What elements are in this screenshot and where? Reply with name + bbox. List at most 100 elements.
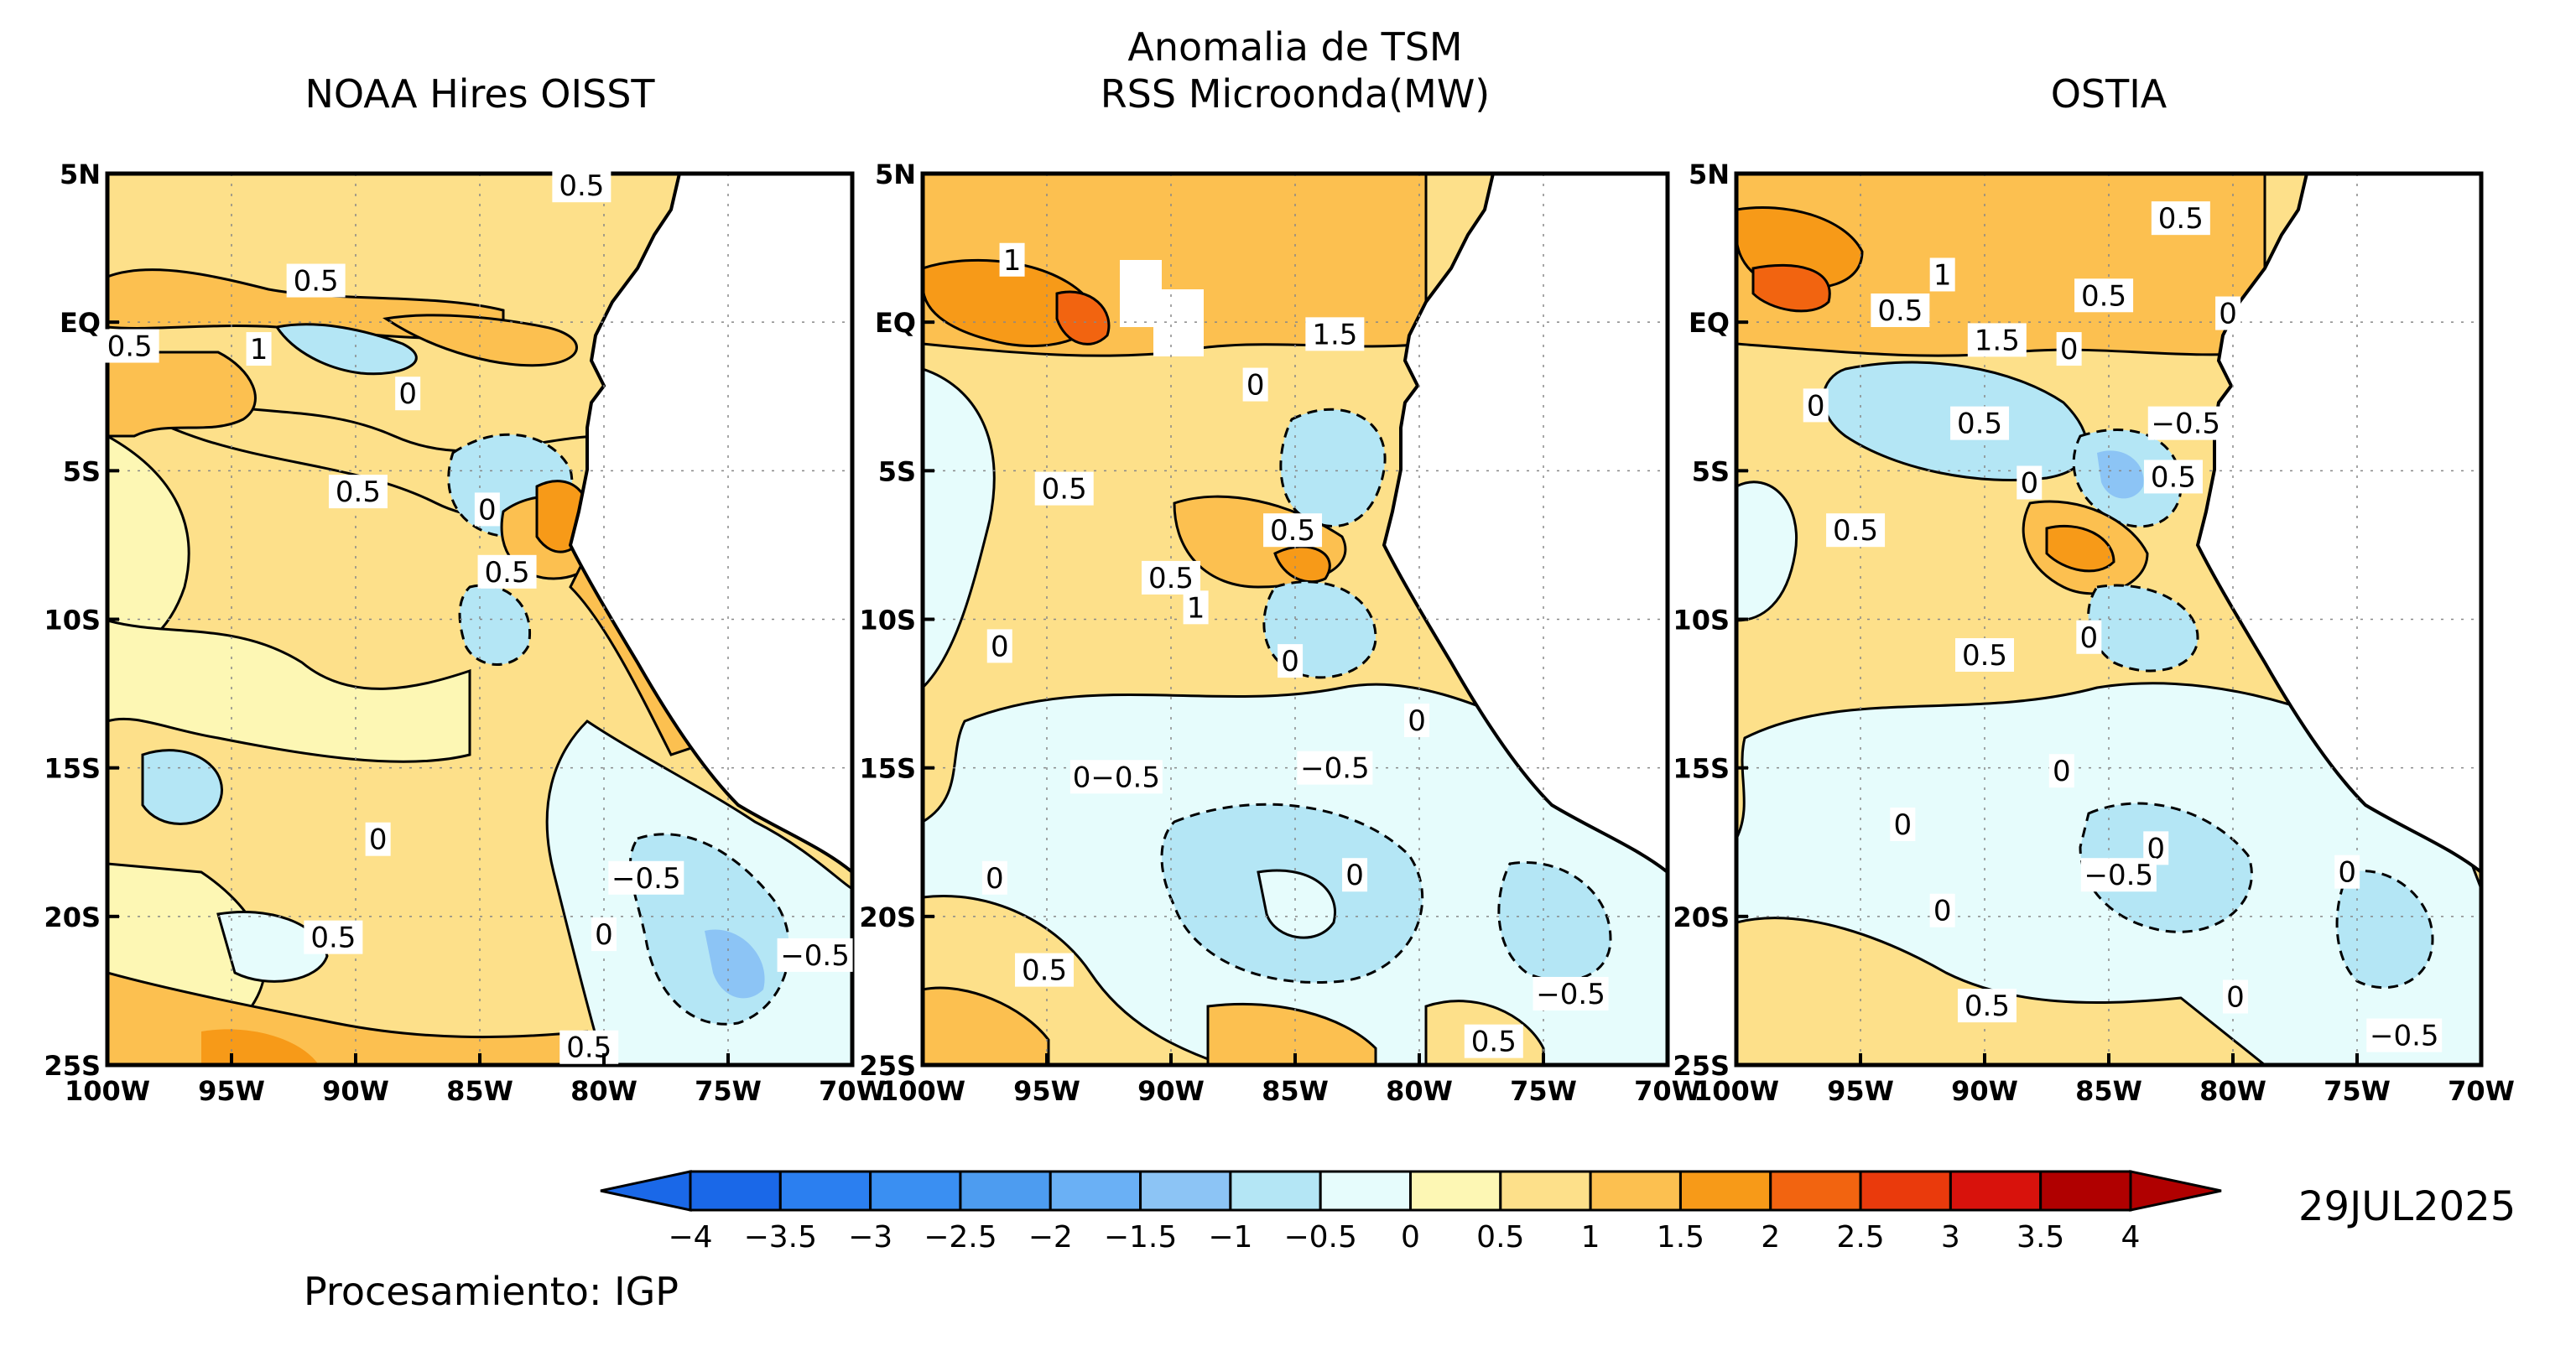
contour-label: 0 — [1807, 389, 1825, 423]
land-mask — [1382, 174, 1668, 875]
colorbar-swatch — [1859, 1170, 1952, 1212]
contour-label: 0 — [369, 823, 388, 857]
y-tick-label: 5S — [63, 455, 101, 487]
contour-label: 0 — [478, 493, 497, 527]
contour-label: 0 — [2053, 755, 2071, 788]
contour-label-bg — [1034, 471, 1094, 506]
x-tick-label: 100W — [1694, 1075, 1779, 1107]
y-tick-label: EQ — [875, 307, 916, 339]
contour-label-bg — [100, 329, 159, 363]
x-tick-label: 70W — [1634, 1075, 1701, 1107]
contour-label-bg — [2048, 754, 2074, 788]
colorbar-tick-label: 4 — [2121, 1220, 2141, 1255]
contour-label-bg — [1890, 807, 1916, 841]
contour-label: 0.5 — [294, 265, 339, 299]
credit-label: Procesamiento: IGP — [304, 1269, 679, 1314]
colorbar-tick-label: 2 — [1761, 1220, 1780, 1255]
colorbar-swatch — [869, 1170, 962, 1212]
contour-label: 1.5 — [1312, 318, 1357, 351]
contour-label: 0.5 — [1957, 408, 2002, 441]
colorbar-tick-label: −3 — [848, 1220, 892, 1255]
contour-label-bg — [1955, 638, 2014, 673]
contour-label: 1 — [1933, 258, 1952, 292]
x-tick-label: 90W — [322, 1075, 389, 1107]
contour-label-bg — [2080, 858, 2157, 892]
contour-label-bg — [1404, 703, 1430, 737]
panel-title-rss: RSS Microonda(MW) — [1101, 71, 1491, 117]
colorbar-tick-label: −3.5 — [744, 1220, 817, 1255]
contour-label-bg — [1967, 323, 2027, 357]
contour-label: 0.5 — [2081, 279, 2126, 313]
colorbar-swatch — [1319, 1170, 1412, 1212]
contour-label-bg — [986, 629, 1012, 663]
colorbar-tick-label: 0 — [1401, 1220, 1420, 1255]
contour-label: 1 — [1187, 591, 1205, 625]
contour-label: 0 — [2226, 981, 2245, 1015]
x-tick-label: 95W — [1827, 1075, 1894, 1107]
contour-label: −0.5 — [1300, 752, 1370, 786]
contour-label-bg — [1929, 257, 1955, 292]
y-tick-label: 10S — [1673, 605, 1730, 636]
x-tick-label: 90W — [1951, 1075, 2018, 1107]
contour-label: 0 — [2338, 856, 2356, 890]
colorbar-swatch — [1769, 1170, 1862, 1212]
contour-label: 0 — [986, 862, 1004, 896]
y-tick-label: 5S — [878, 455, 916, 487]
contour-label-bg — [2143, 460, 2203, 494]
contour-label-bg — [1803, 388, 1829, 423]
contour-label: 0 — [398, 377, 417, 411]
contour-label-bg — [2222, 979, 2248, 1014]
contour-label: 0.5 — [559, 169, 604, 203]
colorbar-swatch — [1409, 1170, 1502, 1212]
contour-label-bg — [328, 475, 388, 509]
x-tick-label: 75W — [2324, 1075, 2391, 1107]
panel-title-noaa: NOAA Hires OISST — [304, 71, 655, 117]
colorbar-tick-label: 3 — [1941, 1220, 1960, 1255]
colorbar-tick-label: −1.5 — [1104, 1220, 1177, 1255]
contour-label: 0.5 — [107, 330, 153, 364]
contour-label: 0 — [1281, 645, 1299, 678]
contour-label-bg — [981, 860, 1007, 895]
contour-label-bg — [477, 554, 537, 589]
contour-label: −0.5 — [2151, 408, 2220, 441]
contour-label-bg — [999, 242, 1025, 277]
contour-label-bg — [1305, 317, 1365, 351]
contour-label: 0 — [991, 630, 1009, 663]
colorbar-swatch — [2039, 1170, 2132, 1212]
contour-label: 0−0.5 — [1073, 761, 1160, 794]
contour-label: 0.5 — [1962, 639, 2007, 673]
contour-label: −0.5 — [2084, 859, 2154, 892]
contour-label: 0.5 — [1148, 562, 1194, 595]
contour-label-bg — [2076, 620, 2102, 654]
x-tick-label: 85W — [1262, 1075, 1329, 1107]
y-tick-label: 10S — [859, 605, 916, 636]
colorbar-swatch — [1139, 1170, 1232, 1212]
contour-label-bg — [2215, 296, 2241, 330]
colorbar-arrow-right — [2129, 1170, 2222, 1212]
colorbar-tick-label: −0.5 — [1283, 1220, 1356, 1255]
contour-label: 1 — [250, 333, 268, 366]
contour-label: 1 — [1003, 244, 1022, 278]
contour-label-bg — [365, 822, 391, 856]
colorbar-tick-label: 1.5 — [1657, 1220, 1704, 1255]
contour-label-bg — [1297, 751, 1373, 785]
colorbar-arrow-left — [600, 1170, 692, 1212]
x-tick-label: 85W — [446, 1075, 513, 1107]
colorbar-swatch — [1499, 1170, 1592, 1212]
contour-label-bg — [1950, 406, 2010, 440]
x-tick-label: 100W — [880, 1075, 965, 1107]
contour-label: 0 — [1408, 704, 1426, 738]
contour-label-bg — [395, 377, 421, 411]
contour-label: −0.5 — [1536, 978, 1605, 1011]
contour-label: 0.5 — [1042, 473, 1087, 507]
colorbar-tick-label: 3.5 — [2017, 1220, 2064, 1255]
colorbar-swatch — [778, 1170, 872, 1212]
contour-label-bg — [1342, 858, 1368, 892]
contour-label-bg — [2334, 855, 2360, 889]
contour-label-bg — [2147, 406, 2224, 440]
contour-label-bg — [474, 492, 500, 527]
contour-label-bg — [1183, 590, 1209, 625]
colorbar-swatch — [1229, 1170, 1322, 1212]
x-tick-label: 80W — [1386, 1075, 1453, 1107]
